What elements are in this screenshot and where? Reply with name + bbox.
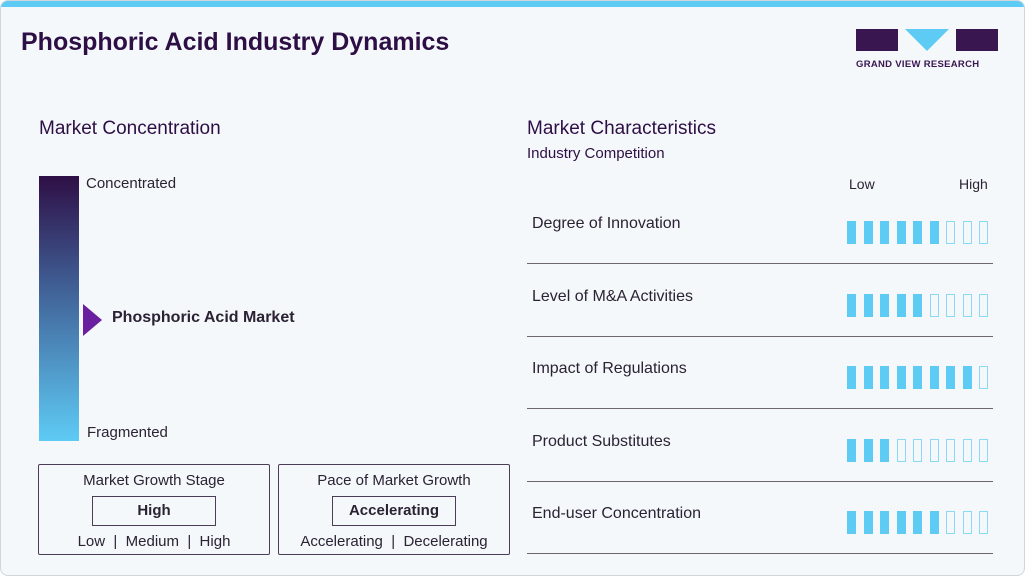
level-segment-filled	[929, 221, 939, 244]
level-segment-filled	[913, 293, 922, 317]
growth-stage-options: Low | Medium | High	[77, 533, 231, 550]
level-segment-filled	[847, 366, 856, 389]
level-meter	[847, 293, 988, 317]
level-meter	[847, 438, 988, 462]
level-segment-filled	[880, 366, 889, 389]
level-segment-empty	[979, 511, 988, 534]
pace-box: Pace of Market Growth Accelerating Accel…	[278, 464, 510, 555]
market-marker-arrow-icon	[83, 304, 102, 336]
characteristic-row: Product Substitutes	[527, 409, 993, 482]
scale-low-label: Low	[849, 176, 875, 192]
characteristic-label: Product Substitutes	[532, 432, 671, 450]
characteristic-row: Impact of Regulations	[527, 336, 993, 409]
level-segment-filled	[847, 293, 856, 317]
level-segment-empty	[962, 221, 972, 244]
level-segment-empty	[979, 293, 988, 317]
characteristics-subheading: Industry Competition	[527, 145, 665, 162]
concentration-heading: Market Concentration	[39, 118, 221, 139]
concentrated-label: Concentrated	[86, 175, 177, 192]
level-segment-empty	[946, 511, 955, 534]
fragmented-label: Fragmented	[87, 424, 168, 441]
characteristics-heading: Market Characteristics	[527, 118, 716, 139]
level-segment-empty	[962, 438, 972, 462]
level-segment-filled	[962, 366, 972, 389]
level-segment-empty	[962, 511, 972, 534]
grand-view-research-logo: GRAND VIEW RESEARCH	[856, 29, 998, 70]
level-segment-filled	[863, 366, 873, 389]
characteristic-row: Degree of Innovation	[527, 191, 993, 264]
characteristic-label: End-user Concentration	[532, 505, 701, 522]
level-segment-filled	[880, 293, 889, 317]
growth-stage-heading: Market Growth Stage	[83, 472, 225, 489]
level-segment-empty	[979, 221, 988, 244]
level-segment-filled	[880, 221, 889, 244]
level-segment-filled	[929, 366, 939, 389]
level-segment-filled	[863, 438, 873, 462]
level-segment-empty	[979, 438, 988, 462]
level-segment-filled	[896, 511, 906, 534]
level-segment-filled	[863, 511, 873, 534]
concentration-gradient-bar	[39, 176, 79, 441]
level-segment-filled	[847, 511, 856, 534]
level-segment-filled	[929, 511, 939, 534]
logo-text: GRAND VIEW RESEARCH	[856, 59, 980, 70]
characteristic-label: Level of M&A Activities	[532, 287, 693, 305]
characteristic-label: Impact of Regulations	[532, 360, 687, 377]
characteristic-row: End-user Concentration	[527, 481, 993, 554]
level-segment-empty	[946, 293, 955, 317]
level-segment-empty	[962, 293, 972, 317]
pace-heading: Pace of Market Growth	[317, 472, 471, 489]
level-meter	[847, 511, 988, 534]
level-segment-filled	[913, 366, 922, 389]
scale-high-label: High	[959, 176, 988, 192]
level-segment-filled	[896, 293, 906, 317]
level-segment-empty	[946, 438, 955, 462]
page-title: Phosphoric Acid Industry Dynamics	[21, 28, 450, 56]
growth-stage-value: High	[92, 496, 216, 526]
level-segment-filled	[880, 511, 889, 534]
level-segment-empty	[896, 438, 906, 462]
level-segment-empty	[929, 438, 939, 462]
level-segment-filled	[913, 221, 922, 244]
level-segment-filled	[946, 366, 955, 389]
level-segment-filled	[863, 221, 873, 244]
pace-value: Accelerating	[332, 496, 456, 526]
level-segment-empty	[913, 438, 922, 462]
pace-options: Accelerating | Decelerating	[300, 533, 488, 550]
top-accent-bar	[1, 1, 1024, 7]
market-marker-label: Phosphoric Acid Market	[112, 309, 295, 326]
level-segment-filled	[847, 221, 856, 244]
level-segment-empty	[929, 293, 939, 317]
level-meter	[847, 221, 988, 244]
level-segment-empty	[979, 366, 988, 389]
characteristic-label: Degree of Innovation	[532, 215, 681, 232]
level-segment-filled	[896, 221, 906, 244]
level-meter	[847, 366, 988, 389]
characteristic-row: Level of M&A Activities	[527, 264, 993, 337]
level-segment-filled	[863, 293, 873, 317]
level-segment-filled	[847, 438, 856, 462]
growth-stage-box: Market Growth Stage High Low | Medium | …	[38, 464, 270, 555]
level-segment-empty	[946, 221, 955, 244]
level-segment-filled	[913, 511, 922, 534]
level-segment-filled	[896, 366, 906, 389]
level-segment-filled	[880, 438, 889, 462]
